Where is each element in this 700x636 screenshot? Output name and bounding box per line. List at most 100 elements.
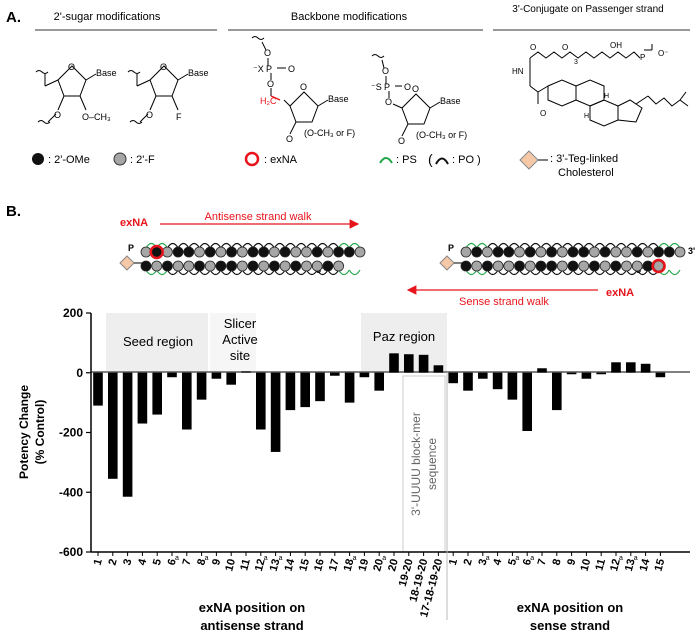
nucleotide-bead-icon — [642, 246, 654, 258]
bar — [611, 362, 621, 373]
nucleotide-bead-icon — [460, 246, 472, 258]
nucleotide-bead-icon — [631, 260, 643, 272]
x-tick-label: 9 — [565, 558, 578, 567]
linkage-icon — [348, 269, 361, 276]
nucleotide-bead-icon — [460, 260, 472, 272]
x-tick-label: 13 — [623, 558, 638, 573]
x-label-sense-2: sense strand — [530, 618, 610, 633]
x-tick-label: 4 — [491, 557, 504, 567]
x-tick-superscript: a — [382, 555, 386, 562]
nucleotide-bead-icon — [599, 260, 611, 272]
bar — [167, 372, 177, 378]
legend-chol-1: : 3'-Teg-linked — [550, 153, 618, 165]
bar — [596, 372, 606, 375]
ps-o1: O — [382, 66, 389, 76]
nucleotide-bead-icon — [322, 246, 334, 258]
f-ring-o: O — [160, 62, 167, 72]
nucleotide-bead-icon — [301, 246, 312, 258]
nucleotide-bead-icon — [236, 260, 248, 272]
nucleotide-bead-icon — [333, 260, 345, 272]
legend-po-paren: ( — [428, 151, 433, 167]
x-tick-superscript: a — [486, 555, 490, 562]
bar — [256, 372, 266, 430]
x-tick-superscript: a — [530, 555, 534, 562]
x-tick-label: 11 — [238, 558, 253, 572]
nucleotide-bead-icon — [290, 246, 302, 258]
bar — [552, 372, 562, 411]
nucleotide-bead-icon — [621, 246, 632, 258]
nucleotide-bead-icon — [183, 246, 195, 258]
x-tick-label: 9 — [210, 558, 223, 567]
bar — [315, 372, 325, 402]
nucleotide-bead-icon — [247, 246, 259, 258]
x-tick-label: 1 — [447, 558, 460, 567]
ps-o2: O — [404, 82, 411, 92]
chol-ominus: O⁻ — [658, 49, 668, 58]
x-tick-label: 10 — [579, 558, 594, 573]
block-mer-box — [402, 375, 446, 553]
nucleotide-bead-icon — [311, 260, 323, 272]
y-ticks: 200 0 -200 -400 -600 — [59, 306, 91, 559]
bar — [566, 372, 577, 375]
section-sugar-title: 2'-sugar modifications — [54, 11, 161, 23]
nucleotide-bead-icon — [514, 246, 525, 258]
y-tick-label: 200 — [63, 306, 83, 320]
antisense-walk-diagram: exNA Antisense strand walk P 3' 5' — [119, 211, 366, 276]
nucleotide-bead-icon — [151, 260, 163, 272]
slicer-label-2: Active — [222, 332, 257, 347]
exna-ch2-bond — [270, 95, 281, 101]
bar — [448, 372, 458, 384]
chol-h1: H — [584, 113, 589, 120]
f-2f: F — [176, 112, 182, 122]
chol-o3: O — [540, 109, 546, 118]
bar — [270, 372, 281, 452]
nucleotide-bead-icon — [556, 246, 568, 258]
x-tick-label: 14 — [283, 557, 298, 573]
y-tick-label: -400 — [59, 485, 83, 499]
nucleotide-bead-icon — [524, 260, 536, 272]
nucleotide-bead-icon — [535, 260, 547, 272]
chol-p: P — [640, 53, 645, 62]
block-mer-label-1: 3'-UUUU block-mer — [409, 412, 423, 516]
x-tick-superscript: a — [279, 555, 283, 562]
bar — [182, 372, 192, 430]
x-tick-label: 11 — [593, 558, 608, 572]
bar — [330, 372, 340, 376]
section-backbone-title: Backbone modifications — [291, 11, 408, 23]
nucleotide-bead-icon — [172, 260, 184, 272]
block-mer-label-2: sequence — [425, 438, 439, 490]
cholesterol-teg-structure — [529, 44, 689, 127]
panel-a: A. 2'-sugar modifications Backbone modif… — [6, 4, 690, 179]
exna-3o: O — [286, 134, 293, 144]
x-tick-label: 6 — [166, 558, 179, 567]
legend-ome: : 2'-OMe — [48, 154, 90, 166]
x-tick-label: 8 — [195, 558, 208, 567]
bar — [108, 372, 118, 479]
y-tick-label: -200 — [59, 426, 83, 440]
sense-p-label: P — [448, 243, 454, 253]
ome-2o: O–CH₃ — [82, 112, 111, 122]
x-tick-superscript: a — [515, 555, 519, 562]
bar — [581, 372, 592, 379]
sense-walk-text: Sense strand walk — [459, 296, 549, 308]
slicer-label-3: site — [230, 348, 250, 363]
nucleotide-bead-icon — [140, 260, 152, 272]
slicer-region-shade — [210, 313, 256, 371]
nucleotide-bead-icon — [653, 246, 664, 258]
ome-sugar-structure — [35, 65, 97, 124]
ps-s: ⁻S — [371, 82, 382, 92]
exna-h2c: H₂C — [260, 96, 277, 106]
section-conjugate-title: 3'-Conjugate on Passenger strand — [512, 4, 663, 15]
x-tick-label: 2 — [462, 558, 475, 567]
nucleotide-bead-icon — [290, 260, 302, 272]
cholesterol-diamond-icon — [519, 150, 539, 170]
exna-backbone-structure — [251, 36, 329, 135]
bar — [492, 372, 503, 390]
exna-ring-o: O — [300, 82, 307, 92]
f-bead-icon — [113, 152, 127, 166]
nucleotide-bead-icon — [503, 260, 515, 272]
chol-oh: OH — [610, 41, 622, 50]
x-tick-label: 14 — [638, 557, 653, 573]
potency-bar-chart: Seed region Slicer Active site Paz regio… — [17, 306, 690, 633]
bar — [640, 363, 651, 373]
